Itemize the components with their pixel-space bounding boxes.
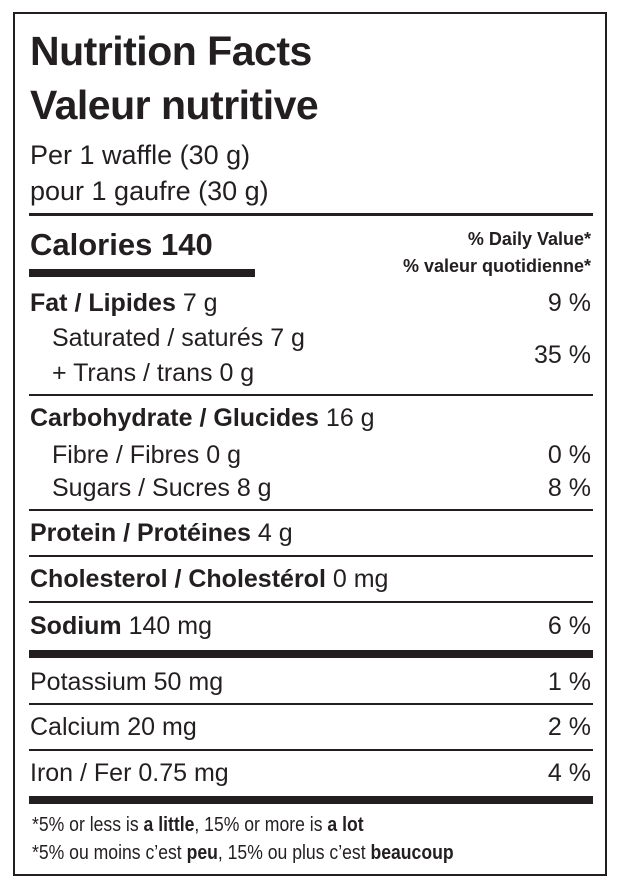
footnote-bold: beaucoup bbox=[370, 842, 454, 864]
serving-size-en: Per 1 waffle (30 g) bbox=[30, 140, 251, 170]
fibre-dv: 0 % bbox=[547, 441, 591, 469]
fibre-amount: 0 g bbox=[206, 441, 241, 469]
dv-header-fr: % valeur quotidienne* bbox=[402, 256, 591, 276]
footnote-bold: a lot bbox=[327, 814, 364, 836]
trans-amount: 0 g bbox=[219, 359, 255, 387]
fibre-row: Fibre / Fibres 0 g bbox=[52, 443, 241, 468]
divider bbox=[29, 703, 593, 705]
sat-trans-dv: 35 % bbox=[534, 341, 591, 369]
protein-amount: 4 g bbox=[257, 519, 293, 547]
calories: Calories 140 bbox=[30, 229, 213, 260]
sodium-row: Sodium 140 mg bbox=[30, 614, 212, 639]
iron-dv: 4 % bbox=[547, 759, 591, 787]
divider bbox=[29, 213, 593, 216]
potassium-dv: 1 % bbox=[547, 668, 591, 696]
calcium-label: Calcium 20 mg bbox=[30, 713, 197, 741]
protein-row: Protein / Protéines 4 g bbox=[30, 521, 293, 546]
footnote-text: *5% or less is bbox=[32, 814, 144, 836]
footnote-text: , 15% ou plus c’est bbox=[217, 842, 371, 864]
protein-label: Protein / Protéines bbox=[30, 519, 251, 547]
divider bbox=[29, 749, 593, 751]
carbohydrate-amount: 16 g bbox=[325, 404, 375, 432]
fat-dv: 9 % bbox=[547, 289, 591, 317]
nutrition-label-frame bbox=[13, 12, 607, 876]
sugars-row: Sugars / Sucres 8 g bbox=[52, 476, 272, 501]
iron-label: Iron / Fer 0.75 mg bbox=[30, 759, 229, 787]
carbohydrate-label: Carbohydrate / Glucides bbox=[30, 404, 319, 432]
calcium-dv: 2 % bbox=[547, 713, 591, 741]
footnote-text: , 15% or more is bbox=[194, 814, 328, 836]
carbohydrate-row: Carbohydrate / Glucides 16 g bbox=[30, 406, 375, 431]
footnote-text: *5% ou moins c’est bbox=[32, 842, 187, 864]
title-fr: Valeur nutritive bbox=[30, 82, 319, 128]
trans-label: + Trans / trans bbox=[52, 359, 213, 387]
saturated-row: Saturated / saturés 7 g bbox=[52, 326, 305, 351]
fat-amount: 7 g bbox=[182, 289, 218, 317]
calories-underline bbox=[29, 269, 255, 277]
fat-row: Fat / Lipides 7 g bbox=[30, 291, 218, 316]
title-en: Nutrition Facts bbox=[30, 28, 312, 74]
divider bbox=[29, 555, 593, 557]
fat-label: Fat / Lipides bbox=[30, 289, 176, 317]
divider bbox=[29, 509, 593, 511]
cholesterol-amount: 0 mg bbox=[332, 565, 389, 593]
serving-size-fr: pour 1 gaufre (30 g) bbox=[30, 176, 269, 206]
thick-divider bbox=[29, 796, 593, 804]
sugars-dv: 8 % bbox=[547, 474, 591, 502]
calories-label: Calories bbox=[30, 227, 153, 262]
dv-header-en: % Daily Value* bbox=[467, 229, 591, 249]
fibre-label: Fibre / Fibres bbox=[52, 441, 200, 469]
cholesterol-label: Cholesterol / Cholestérol bbox=[30, 565, 326, 593]
sugars-amount: 8 g bbox=[236, 474, 272, 502]
calories-value: 140 bbox=[160, 227, 213, 262]
potassium-label: Potassium 50 mg bbox=[30, 668, 224, 696]
thick-divider bbox=[29, 650, 593, 658]
trans-row: + Trans / trans 0 g bbox=[52, 361, 254, 386]
cholesterol-row: Cholesterol / Cholestérol 0 mg bbox=[30, 567, 388, 592]
footnote-en: *5% or less is a little, 15% or more is … bbox=[32, 815, 364, 835]
footnote-fr: *5% ou moins c’est peu, 15% ou plus c’es… bbox=[32, 843, 454, 863]
sodium-label: Sodium bbox=[30, 612, 122, 640]
divider bbox=[29, 601, 593, 603]
sodium-amount: 140 mg bbox=[128, 612, 213, 640]
saturated-label: Saturated / saturés bbox=[52, 324, 264, 352]
sugars-label: Sugars / Sucres bbox=[52, 474, 230, 502]
footnote-bold: peu bbox=[186, 842, 218, 864]
footnote-bold: a little bbox=[143, 814, 195, 836]
saturated-amount: 7 g bbox=[270, 324, 305, 352]
sodium-dv: 6 % bbox=[547, 612, 591, 640]
divider bbox=[29, 394, 593, 396]
